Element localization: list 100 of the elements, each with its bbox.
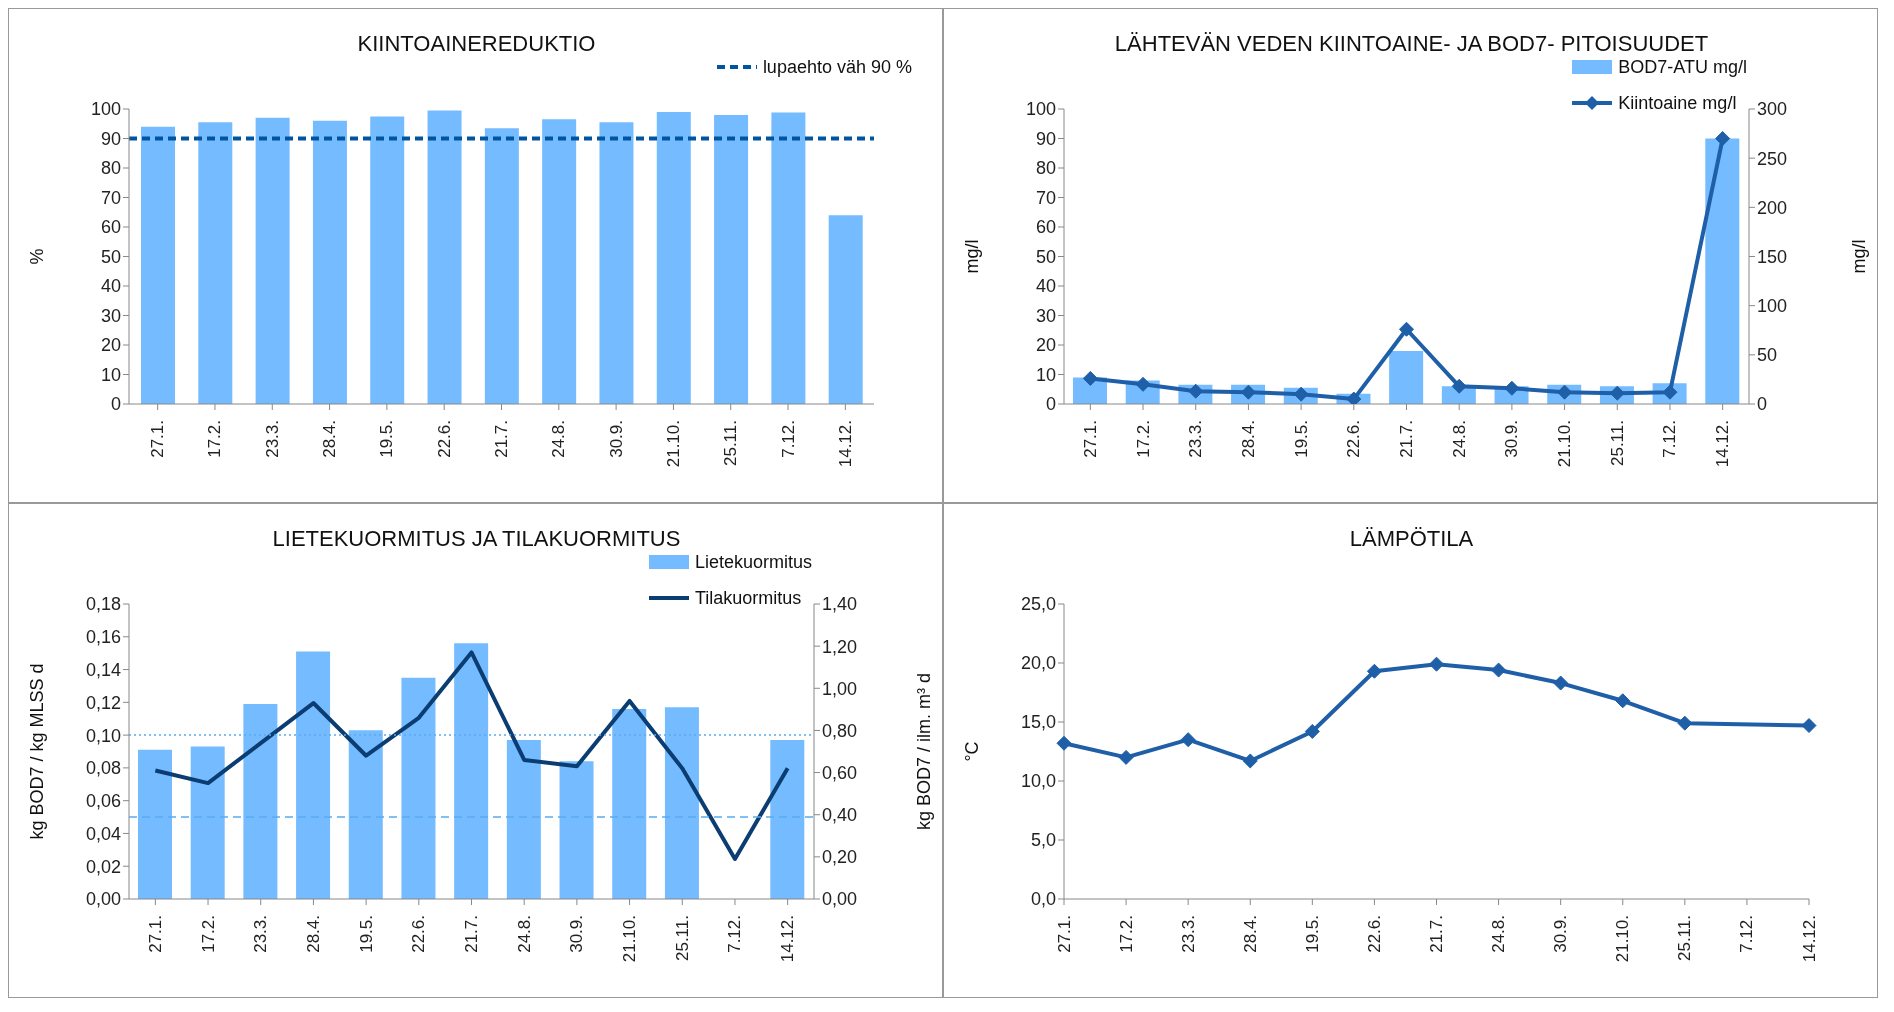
x-tick-label: 19.5. (1291, 420, 1311, 458)
x-tick-label: 24.8. (1449, 420, 1469, 458)
legend-label: BOD7-ATU mg/l (1618, 56, 1747, 78)
y-tick-label: 30 (1035, 305, 1056, 326)
legend-label: Tilakuormitus (694, 587, 802, 609)
x-tick-label: 22.6. (1364, 915, 1384, 953)
y-tick-label: 25,0 (1020, 594, 1056, 615)
x-tick-label: 28.4. (1240, 915, 1260, 953)
x-tick-label: 24.8. (514, 915, 534, 953)
y-tick-label: 80 (1035, 158, 1056, 179)
y-tick-label: 100 (90, 99, 121, 120)
x-tick-label: 28.4. (320, 420, 340, 458)
bar (542, 119, 577, 404)
point (1242, 753, 1258, 769)
x-tick-label: 21.10. (1613, 915, 1633, 963)
y2-tick-label: 250 (1757, 148, 1788, 169)
y-axis-title: kg BOD7 / kg MLSS d (27, 663, 48, 840)
point (1553, 675, 1569, 691)
x-tick-label: 25.11. (672, 915, 692, 962)
chart-title: LIETEKUORMITUS JA TILAKUORMITUS (271, 526, 682, 552)
legend-label: lupaehto väh 90 % (762, 56, 912, 78)
y-tick-label: 20 (100, 335, 121, 356)
point (1399, 321, 1414, 337)
y-tick-label: 0 (1045, 394, 1056, 415)
x-tick-label: 28.4. (1238, 420, 1258, 458)
y-tick-label: 60 (1035, 217, 1056, 238)
x-tick-label: 14.12. (778, 915, 798, 963)
point (1677, 715, 1693, 731)
x-tick-label: 23.3. (251, 915, 271, 953)
y-tick-label: 0,04 (85, 823, 121, 844)
x-tick-label: 7.12. (1660, 420, 1680, 458)
y2-tick-label: 1,20 (822, 636, 858, 657)
bar (1705, 138, 1740, 404)
point (1366, 663, 1382, 679)
bar (198, 122, 233, 404)
x-tick-label: 21.10. (663, 420, 683, 468)
line-series (153, 650, 790, 861)
bar (664, 707, 699, 899)
point (1615, 693, 1631, 709)
y-tick-label: 20,0 (1020, 653, 1056, 674)
bar (506, 740, 541, 899)
y2-tick-label: 150 (1757, 246, 1788, 267)
x-tick-label: 30.9. (1502, 420, 1522, 458)
x-tick-label: 19.5. (356, 915, 376, 953)
bar (559, 761, 594, 899)
x-tick-label: 14.12. (1713, 420, 1733, 468)
y-tick-label: 0,08 (85, 758, 121, 779)
y2-tick-label: 0,20 (822, 847, 858, 868)
x-tick-label: 14.12. (1799, 915, 1819, 963)
x-tick-label: 7.12. (1737, 915, 1757, 953)
point (1801, 718, 1817, 734)
x-tick-label: 21.10. (1555, 420, 1575, 468)
y2-axis-title: kg BOD7 / ilm. m³ d (914, 672, 935, 831)
bar (255, 117, 290, 404)
y-tick-label: 0,0 (1030, 889, 1056, 910)
point (1429, 656, 1444, 672)
y-tick-label: 90 (100, 128, 121, 149)
x-tick-label: 23.3. (1186, 420, 1206, 458)
x-tick-label: 28.4. (303, 915, 323, 953)
x-tick-label: 25.11. (1675, 915, 1695, 962)
bar (401, 677, 436, 899)
bar (454, 643, 489, 899)
x-tick-label: 19.5. (1302, 915, 1322, 953)
y-axis-title: % (27, 248, 48, 265)
y2-tick-label: 300 (1757, 99, 1788, 120)
y-tick-label: 0,12 (85, 692, 121, 713)
bar (427, 110, 462, 404)
bar (296, 651, 331, 899)
y-tick-label: 0 (110, 394, 121, 415)
x-tick-label: 21.10. (620, 915, 640, 963)
bar (714, 114, 749, 404)
y-tick-label: 20 (1035, 335, 1056, 356)
chart-title: KIINTOAINEREDUKTIO (356, 31, 597, 57)
point (1056, 735, 1072, 751)
y-tick-label: 40 (100, 276, 121, 297)
y2-axis-title: mg/l (1849, 239, 1870, 274)
point (1715, 131, 1731, 146)
y2-tick-label: 0,80 (822, 720, 858, 741)
y2-tick-label: 1,00 (822, 678, 858, 699)
y-tick-label: 5,0 (1030, 830, 1056, 851)
bar (599, 122, 634, 404)
legend-label: Kiintoaine mg/l (1618, 92, 1737, 114)
y-tick-label: 15,0 (1020, 712, 1056, 733)
point (1180, 732, 1196, 748)
x-tick-label: 17.2. (205, 420, 225, 458)
y-tick-label: 40 (1035, 276, 1056, 297)
y-tick-label: 50 (100, 246, 121, 267)
y2-tick-label: 0,60 (822, 762, 858, 783)
y-tick-label: 70 (1035, 187, 1056, 208)
x-tick-label: 30.9. (1551, 915, 1571, 953)
point (1082, 370, 1098, 386)
x-tick-label: 27.1. (145, 915, 165, 953)
x-tick-label: 22.6. (409, 915, 429, 953)
bar (312, 120, 347, 404)
x-tick-label: 23.3. (262, 420, 282, 458)
bar (1389, 350, 1424, 404)
x-tick-label: 14.12. (835, 420, 855, 468)
x-tick-label: 24.8. (1489, 915, 1509, 953)
y2-tick-label: 100 (1757, 296, 1788, 317)
bar (138, 749, 172, 899)
